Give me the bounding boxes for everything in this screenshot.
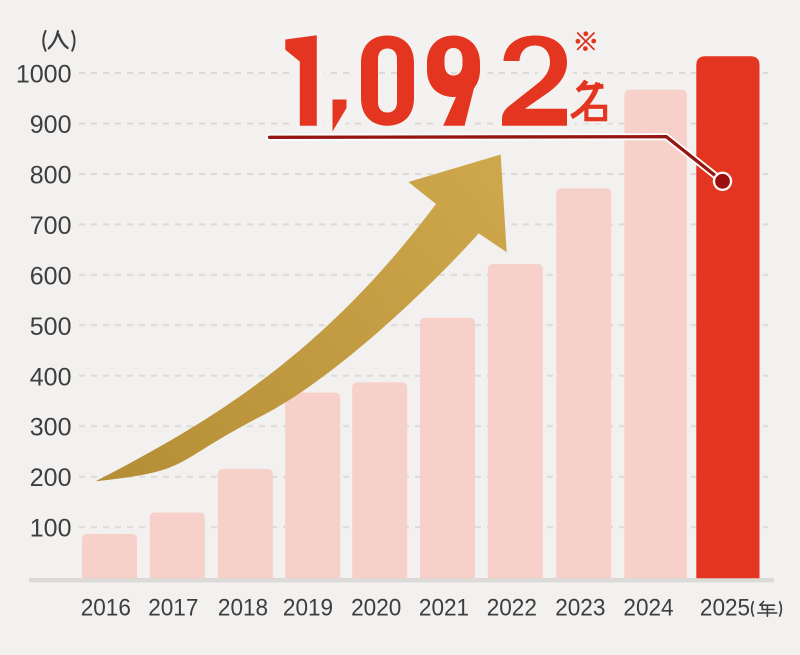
svg-text:700: 700 bbox=[30, 212, 72, 240]
svg-text:1000: 1000 bbox=[16, 61, 72, 89]
svg-text:100: 100 bbox=[30, 515, 72, 543]
svg-text:200: 200 bbox=[30, 464, 72, 492]
svg-text:600: 600 bbox=[30, 262, 72, 290]
svg-text:400: 400 bbox=[30, 363, 72, 391]
svg-text:2020: 2020 bbox=[351, 594, 401, 621]
svg-text:800: 800 bbox=[30, 162, 72, 190]
svg-text:2025: 2025 bbox=[700, 594, 750, 621]
svg-text:2019: 2019 bbox=[283, 594, 333, 621]
svg-text:900: 900 bbox=[30, 111, 72, 139]
svg-text:500: 500 bbox=[30, 313, 72, 341]
svg-text:2017: 2017 bbox=[148, 594, 198, 621]
svg-text:2018: 2018 bbox=[218, 594, 268, 621]
svg-text:2024: 2024 bbox=[623, 594, 673, 621]
svg-text:2016: 2016 bbox=[81, 594, 131, 621]
svg-text:2023: 2023 bbox=[555, 594, 605, 621]
svg-text:2021: 2021 bbox=[419, 594, 469, 621]
svg-text:300: 300 bbox=[30, 414, 72, 442]
svg-text:2022: 2022 bbox=[487, 594, 537, 621]
